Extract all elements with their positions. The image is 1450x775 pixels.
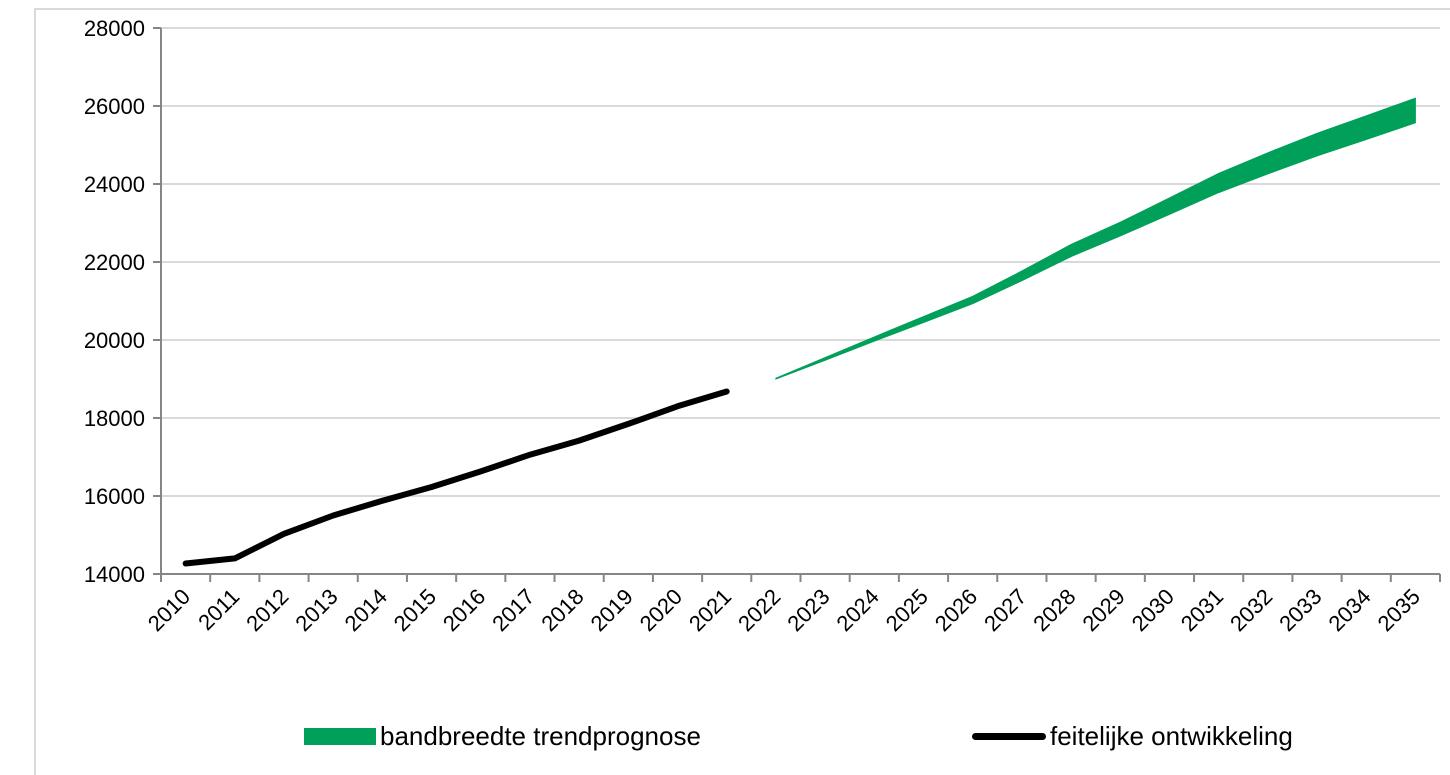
x-tick-label: 2033 (1274, 584, 1326, 636)
legend-item-band: bandbreedte trendprognose (304, 716, 701, 756)
x-tick-label: 2019 (586, 584, 638, 636)
y-tick-label: 20000 (84, 328, 145, 353)
gridlines (161, 27, 1440, 497)
y-tick-label: 18000 (84, 406, 145, 431)
legend-swatch-line (972, 732, 1046, 740)
x-tick-label: 2018 (536, 584, 588, 636)
x-tick-label: 2035 (1373, 584, 1425, 636)
x-tick-label: 2011 (193, 584, 244, 635)
legend-swatch-band (304, 727, 376, 745)
x-tick-label: 2016 (438, 584, 490, 636)
legend-label-band: bandbreedte trendprognose (380, 720, 701, 751)
x-tick-label: 2034 (1323, 584, 1375, 636)
x-tick-label: 2012 (241, 584, 293, 636)
x-tick-label: 2032 (1225, 584, 1277, 636)
y-tick-label: 28000 (84, 16, 145, 41)
x-tick-label: 2021 (684, 584, 736, 636)
x-tick-label: 2022 (733, 584, 785, 636)
x-tick-label: 2031 (1176, 584, 1228, 636)
axes (160, 28, 1440, 575)
x-tick-label: 2017 (487, 584, 539, 636)
y-tick-label: 26000 (84, 94, 145, 119)
x-tick-label: 2015 (389, 584, 441, 636)
x-tick-label: 2014 (340, 584, 392, 636)
band-area (775, 97, 1416, 380)
x-tick-label: 2027 (979, 584, 1031, 636)
x-tick-label: 2028 (1028, 584, 1080, 636)
x-axis-ticks: 2010201120122013201420152016201720182019… (143, 574, 1441, 636)
y-tick-label: 16000 (84, 484, 145, 509)
actual-line (182, 388, 730, 567)
x-tick-label: 2029 (1077, 584, 1129, 636)
x-tick-label: 2025 (881, 584, 933, 636)
x-tick-label: 2030 (1127, 584, 1179, 636)
y-tick-label: 24000 (84, 172, 145, 197)
series-marks (182, 97, 1416, 567)
y-tick-label: 14000 (84, 562, 145, 587)
x-tick-label: 2013 (290, 584, 342, 636)
legend-item-line: feitelijke ontwikkeling (972, 716, 1293, 756)
chart-frame (34, 8, 1450, 775)
x-tick-label: 2023 (782, 584, 834, 636)
y-axis-ticks: 14000 16000 18000 20000 22000 24000 26000 28000 (84, 16, 161, 587)
x-tick-label: 2024 (832, 584, 884, 636)
legend-label-line: feitelijke ontwikkeling (1050, 720, 1293, 751)
x-tick-label: 2026 (930, 584, 982, 636)
x-tick-label: 2010 (143, 584, 195, 636)
x-tick-label: 2020 (635, 584, 687, 636)
y-tick-label: 22000 (84, 250, 145, 275)
